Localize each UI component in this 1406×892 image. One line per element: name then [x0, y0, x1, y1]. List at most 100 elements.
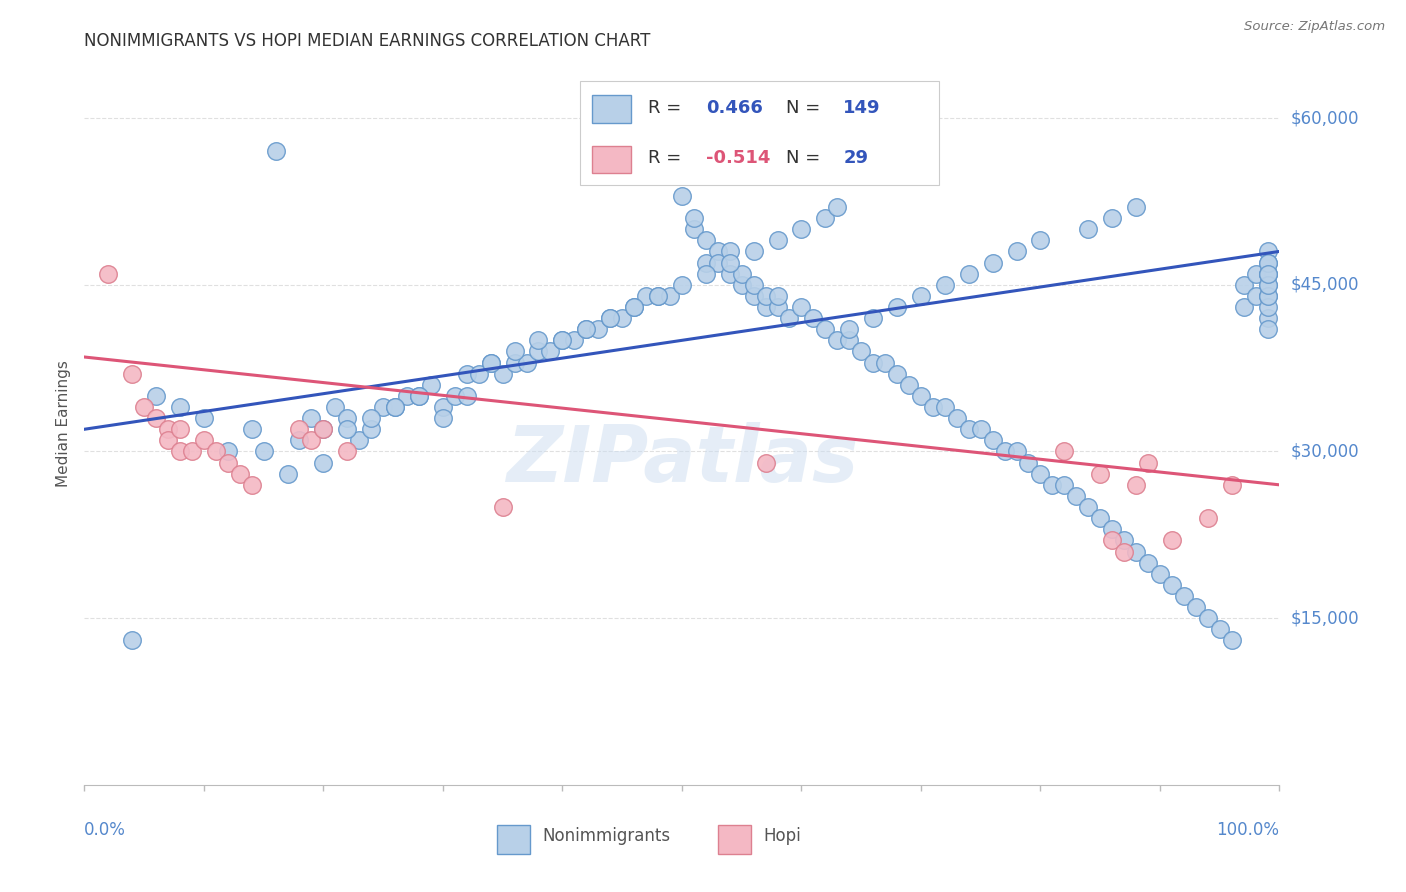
- Point: [1161, 578, 1184, 592]
- Point: [707, 255, 730, 269]
- Point: [588, 322, 610, 336]
- Text: 100.0%: 100.0%: [1216, 821, 1279, 839]
- Point: [1257, 289, 1279, 303]
- Point: [288, 434, 311, 448]
- Point: [575, 322, 598, 336]
- Text: N =: N =: [786, 149, 825, 167]
- Point: [396, 389, 419, 403]
- FancyBboxPatch shape: [581, 80, 939, 186]
- Point: [132, 400, 156, 414]
- Point: [1257, 277, 1279, 292]
- Text: Source: ZipAtlas.com: Source: ZipAtlas.com: [1244, 20, 1385, 33]
- Point: [492, 500, 515, 514]
- Point: [755, 300, 778, 314]
- Point: [731, 277, 754, 292]
- Text: $60,000: $60,000: [1291, 109, 1360, 127]
- Point: [1244, 289, 1267, 303]
- Point: [181, 444, 204, 458]
- Point: [695, 233, 717, 247]
- Bar: [592, 95, 630, 123]
- Point: [1053, 478, 1076, 492]
- Point: [1114, 544, 1136, 558]
- Point: [957, 422, 980, 436]
- Point: [875, 355, 897, 369]
- Point: [551, 334, 574, 348]
- Point: [838, 322, 860, 336]
- Point: [599, 311, 621, 326]
- Point: [1029, 233, 1052, 247]
- Point: [1137, 556, 1160, 570]
- Point: [1257, 311, 1279, 326]
- Point: [647, 289, 669, 303]
- Point: [540, 344, 562, 359]
- Point: [527, 344, 550, 359]
- Text: NONIMMIGRANTS VS HOPI MEDIAN EARNINGS CORRELATION CHART: NONIMMIGRANTS VS HOPI MEDIAN EARNINGS CO…: [84, 32, 651, 50]
- Point: [1233, 300, 1256, 314]
- Point: [373, 400, 395, 414]
- Point: [503, 355, 526, 369]
- Point: [1197, 611, 1219, 625]
- Point: [862, 311, 884, 326]
- Point: [468, 367, 491, 381]
- Point: [217, 444, 239, 458]
- Point: [301, 434, 323, 448]
- Point: [1125, 544, 1147, 558]
- Point: [886, 367, 908, 381]
- Point: [1220, 633, 1243, 648]
- Point: [981, 434, 1004, 448]
- Point: [312, 456, 335, 470]
- Point: [1029, 467, 1052, 481]
- Point: [564, 334, 586, 348]
- Point: [253, 444, 276, 458]
- Point: [288, 422, 311, 436]
- Point: [420, 377, 443, 392]
- Text: $15,000: $15,000: [1291, 609, 1360, 627]
- Point: [492, 367, 515, 381]
- Point: [612, 311, 634, 326]
- Point: [957, 267, 980, 281]
- Point: [432, 411, 454, 425]
- Point: [479, 355, 502, 369]
- Point: [217, 456, 239, 470]
- Point: [755, 456, 778, 470]
- Point: [1209, 623, 1232, 637]
- Point: [910, 389, 932, 403]
- Point: [336, 444, 359, 458]
- Point: [886, 300, 908, 314]
- Point: [766, 289, 789, 303]
- Point: [623, 300, 645, 314]
- Point: [851, 344, 873, 359]
- Point: [970, 422, 993, 436]
- Point: [1173, 589, 1195, 603]
- Point: [755, 289, 778, 303]
- Point: [671, 277, 693, 292]
- Point: [1185, 600, 1208, 615]
- Point: [1090, 467, 1112, 481]
- Point: [1257, 300, 1279, 314]
- Point: [1125, 200, 1147, 214]
- Point: [910, 289, 932, 303]
- Point: [766, 233, 789, 247]
- Point: [671, 167, 693, 181]
- Point: [444, 389, 467, 403]
- Point: [683, 211, 706, 225]
- Point: [336, 422, 359, 436]
- Point: [169, 422, 191, 436]
- Point: [1005, 244, 1028, 259]
- Point: [121, 633, 143, 648]
- Point: [384, 400, 406, 414]
- Point: [742, 289, 765, 303]
- Bar: [592, 145, 630, 173]
- Point: [623, 300, 645, 314]
- Point: [240, 422, 263, 436]
- Point: [157, 422, 180, 436]
- Point: [408, 389, 430, 403]
- Point: [384, 400, 406, 414]
- Point: [707, 244, 730, 259]
- Point: [1149, 566, 1171, 581]
- Point: [636, 289, 658, 303]
- Point: [1077, 222, 1099, 236]
- Point: [862, 355, 884, 369]
- Point: [1257, 255, 1279, 269]
- Point: [264, 145, 287, 159]
